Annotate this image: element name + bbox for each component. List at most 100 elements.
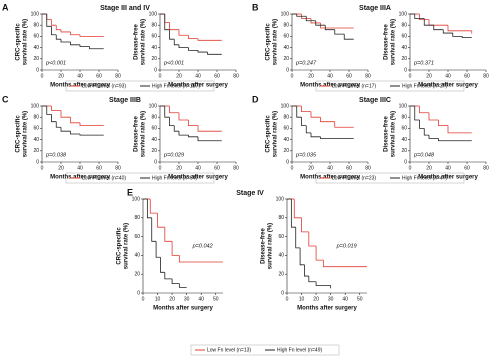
survival-step	[304, 264, 309, 277]
survival-step	[60, 127, 71, 132]
y-tick-label: 100	[149, 11, 158, 17]
survival-step	[197, 136, 222, 142]
y-tick-label: 0	[36, 67, 39, 73]
survival-step	[301, 217, 309, 233]
x-tick-label: 20	[176, 73, 182, 79]
x-tick-label: 10	[155, 296, 161, 302]
survival-step	[164, 227, 173, 242]
survival-step	[428, 19, 448, 26]
survival-step	[419, 106, 429, 114]
y-tick-label: 60	[151, 126, 157, 132]
y-tick-label: 0	[154, 67, 157, 73]
x-tick-label: 80	[233, 73, 239, 79]
survival-step	[164, 106, 170, 118]
y-tick-label: 0	[137, 290, 140, 296]
x-tick-label: 60	[346, 73, 352, 79]
panel-letter: C	[2, 94, 9, 104]
y-tick-label: 40	[401, 137, 407, 143]
survival-step	[146, 199, 152, 219]
x-tick-label: 20	[176, 165, 182, 171]
y-tick-label: 20	[151, 148, 157, 154]
survival-step	[305, 16, 316, 22]
survival-step	[173, 39, 179, 46]
survival-step	[60, 110, 71, 118]
legend-box	[315, 80, 465, 92]
survival-step	[169, 22, 179, 31]
x-tick-label: 0	[159, 73, 162, 79]
survival-step	[155, 241, 161, 258]
legend-label: High Fn level (n=47)	[402, 175, 447, 181]
x-tick-label: 0	[409, 165, 412, 171]
legend-label: Low Fn level (n=93)	[82, 83, 126, 89]
y-axis-label: survival rate (%)	[124, 223, 130, 269]
legend-label: Low Fn level (n=23)	[332, 175, 376, 181]
survival-step	[160, 257, 165, 273]
legend-label: Low Fn level (n=40)	[82, 175, 126, 181]
panel-title: Stage IV	[236, 190, 264, 197]
survival-step	[290, 199, 296, 228]
y-tick-label: 60	[278, 234, 284, 240]
x-tick-label: 10	[299, 296, 305, 302]
y-axis-label: Disease-free	[134, 115, 140, 151]
x-tick-label: 80	[365, 165, 371, 171]
panel-letter: E	[127, 187, 133, 197]
x-tick-label: 60	[464, 73, 470, 79]
x-tick-label: 60	[346, 165, 352, 171]
x-tick-label: 30	[328, 296, 334, 302]
survival-step	[296, 106, 302, 118]
survival-step	[310, 18, 321, 24]
y-tick-label: 0	[286, 159, 289, 165]
x-tick-label: 20	[58, 73, 64, 79]
y-axis-label: CRC-specific	[16, 115, 22, 153]
y-axis-label: survival rate (%)	[141, 19, 147, 65]
p-value: p=0.371	[413, 60, 434, 66]
survival-step	[296, 14, 307, 17]
x-tick-label: 80	[483, 165, 489, 171]
y-tick-label: 40	[151, 137, 157, 143]
survival-step	[169, 29, 175, 40]
x-tick-label: 60	[214, 165, 220, 171]
survival-step	[419, 14, 429, 20]
survival-step	[173, 125, 179, 132]
survival-step	[79, 34, 104, 37]
survival-step	[419, 120, 425, 129]
survival-step	[164, 14, 170, 23]
survival-step	[89, 46, 104, 50]
y-tick-label: 60	[33, 126, 39, 132]
survival-step	[178, 44, 189, 48]
survival-step	[315, 246, 324, 261]
survival-step	[171, 278, 180, 284]
x-tick-label: 40	[198, 296, 204, 302]
y-tick-label: 0	[404, 159, 407, 165]
x-tick-label: 0	[41, 165, 44, 171]
x-tick-label: 20	[308, 73, 314, 79]
y-axis-label: survival rate (%)	[273, 19, 279, 65]
x-tick-label: 40	[77, 73, 83, 79]
x-tick-label: 0	[291, 165, 294, 171]
y-tick-label: 20	[134, 272, 140, 278]
y-tick-label: 20	[283, 56, 289, 62]
y-tick-label: 100	[281, 11, 290, 17]
survival-step	[197, 38, 222, 41]
x-axis-label: Months after surgery	[50, 83, 110, 89]
x-tick-label: 60	[96, 73, 102, 79]
y-tick-label: 40	[283, 137, 289, 143]
x-axis-label: Months after surgery	[418, 83, 478, 89]
x-tick-label: 50	[357, 296, 363, 302]
p-value: p=0.029	[163, 152, 184, 158]
x-axis-label: Months after surgery	[300, 175, 360, 181]
legend-label: High Fn level (n=64)	[152, 175, 197, 181]
survival-step	[46, 14, 52, 27]
y-tick-label: 40	[134, 253, 140, 259]
y-tick-label: 0	[404, 67, 407, 73]
p-value: p=0.038	[45, 152, 67, 158]
survival-step	[442, 29, 453, 34]
survival-step	[334, 29, 345, 35]
survival-step	[301, 106, 311, 112]
p-value: p<0.001	[163, 60, 184, 66]
y-tick-label: 0	[286, 67, 289, 73]
y-tick-label: 80	[151, 23, 157, 29]
legend-box	[65, 172, 215, 184]
survival-step	[438, 120, 448, 126]
